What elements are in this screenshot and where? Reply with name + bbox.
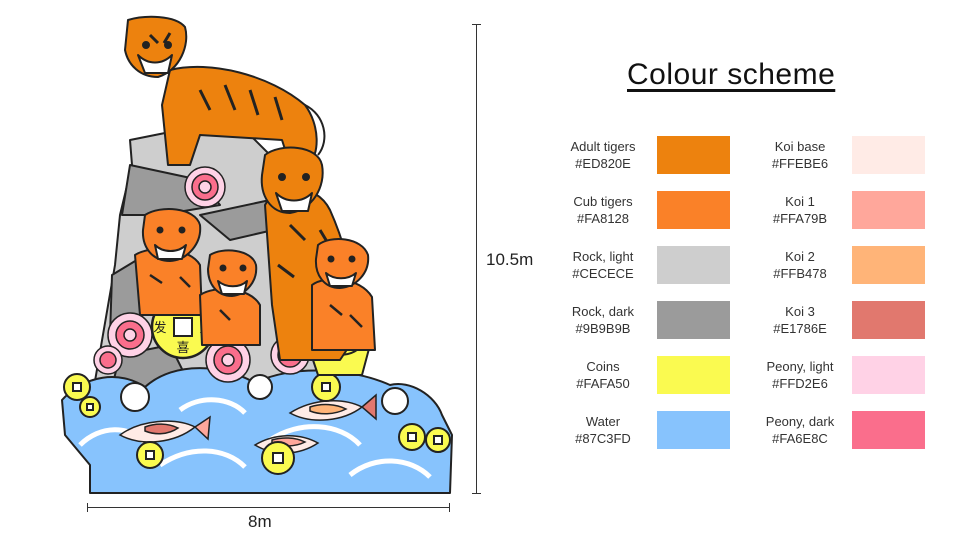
colour-swatch [852,411,925,449]
swatch-name: Koi 3 [785,304,815,319]
adult-tiger-top [124,15,326,166]
gold-coins [63,372,451,475]
height-dimension-arrow-bottom [472,493,481,494]
swatch-name: Water [585,414,621,429]
swatch-label: Water #87C3FD [548,413,658,447]
swatch-name: Adult tigers [570,139,636,154]
swatch-hex: #87C3FD [575,431,631,446]
colour-swatch [852,136,925,174]
swatch-name: Peony, light [766,359,834,374]
swatch-hex: #FAFA50 [576,376,630,391]
coin-char-bottom: 喜 [176,340,189,355]
swatch-name: Koi 1 [785,194,815,209]
colour-swatch [657,356,730,394]
swatch-name: Coins [586,359,620,374]
swatch-name: Koi base [774,139,826,154]
swatch-hex: #E1786E [773,321,827,336]
colour-swatch [852,356,925,394]
colour-swatch [657,246,730,284]
swatch-label: Koi 1 #FFA79B [745,193,855,227]
swatch-hex: #FFEBE6 [771,156,829,171]
swatch-label: Peony, light #FFD2E6 [745,358,855,392]
height-dimension-line [476,24,477,494]
swatch-name: Peony, dark [765,414,835,429]
swatch-name: Rock, light [572,249,634,264]
swatch-label: Rock, light #CECECE [548,248,658,282]
cub-tigers [134,208,376,351]
colour-swatch [657,301,730,339]
swatch-label: Cub tigers #FA8128 [548,193,658,227]
width-label: 8m [248,512,272,531]
swatch-label: Koi 3 #E1786E [745,303,855,337]
water-waves [61,367,453,494]
koi-fish [118,393,377,454]
swatch-name: Koi 2 [785,249,815,264]
height-label: 10.5m [486,250,534,269]
colour-swatch [852,301,925,339]
width-dimension-arrow-right [449,503,450,512]
colour-scheme-title: Colour scheme [627,58,836,91]
swatch-label: Rock, dark #9B9B9B [548,303,658,337]
width-dimension-arrow-left [87,503,88,512]
swatch-name: Rock, dark [571,304,635,319]
swatch-hex: #FFD2E6 [772,376,828,391]
width-dimension-line [87,507,450,508]
swatch-hex: #FA8128 [576,211,630,226]
colour-swatch [852,246,925,284]
swatch-hex: #CECECE [572,266,634,281]
colour-swatch [657,411,730,449]
colour-swatch [657,136,730,174]
swatch-hex: #FFB478 [773,266,827,281]
swatch-hex: #ED820E [575,156,631,171]
adult-tiger-right [260,146,355,361]
swatch-name: Cub tigers [573,194,633,209]
height-dimension-arrow-top [472,24,481,25]
colour-swatch [852,191,925,229]
swatch-label: Koi base #FFEBE6 [745,138,855,172]
coin-char-left: 发 [153,320,166,335]
swatch-hex: #FFA79B [772,211,828,226]
swatch-label: Coins #FAFA50 [548,358,658,392]
colour-swatch [657,191,730,229]
swatch-hex: #9B9B9B [575,321,631,336]
swatch-label: Koi 2 #FFB478 [745,248,855,282]
swatch-hex: #FA6E8C [772,431,828,446]
tiger-sculpture-illustration: 恭 财 喜 发 [61,15,453,494]
swatch-label: Peony, dark #FA6E8C [745,413,855,447]
swatch-label: Adult tigers #ED820E [548,138,658,172]
